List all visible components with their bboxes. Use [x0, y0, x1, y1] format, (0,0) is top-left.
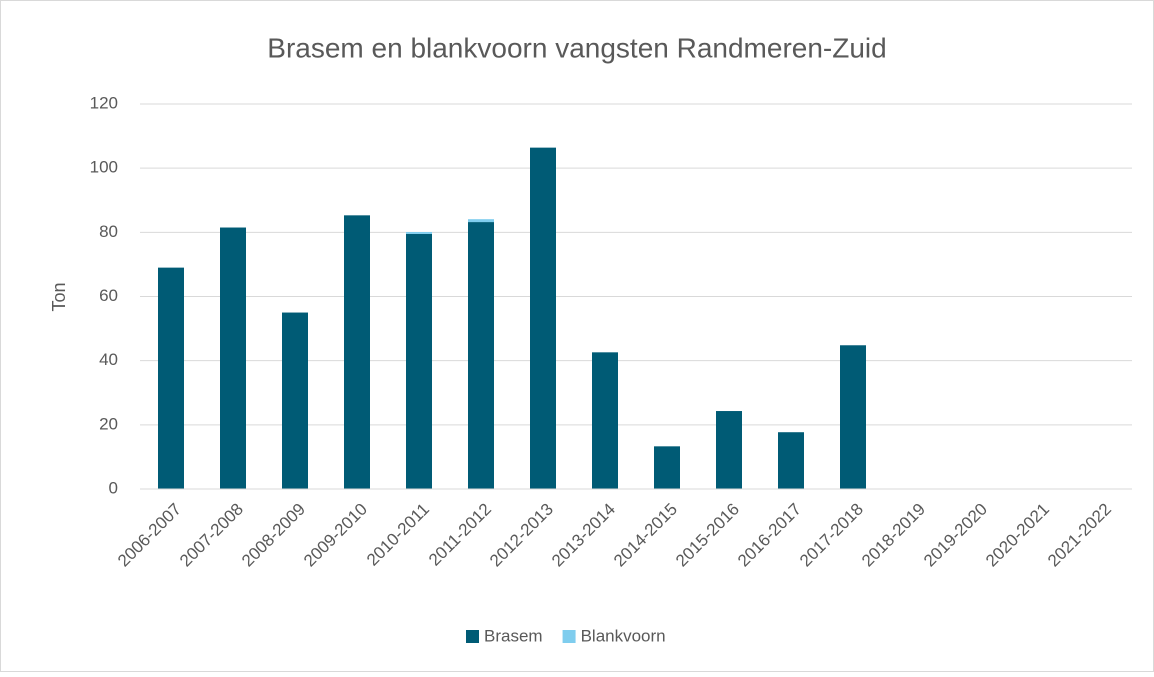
bar [530, 147, 556, 489]
y-tick-label: 20 [99, 414, 118, 433]
bar [406, 232, 432, 234]
bar [158, 267, 184, 489]
bar [716, 411, 742, 489]
bar [778, 432, 804, 489]
bar [468, 222, 494, 490]
bar [468, 219, 494, 223]
chart-title: Brasem en blankvoorn vangsten Randmeren-… [267, 32, 886, 63]
y-tick-label: 60 [99, 286, 118, 305]
legend-label: Brasem [484, 626, 543, 645]
y-tick-label: 40 [99, 350, 118, 369]
bar [840, 345, 866, 489]
bar [654, 446, 680, 489]
y-tick-label: 0 [109, 478, 118, 497]
y-tick-label: 100 [90, 158, 118, 177]
y-tick-label: 120 [90, 93, 118, 112]
legend-swatch [562, 630, 576, 643]
bar [282, 312, 308, 489]
bar [220, 227, 246, 490]
legend-swatch [466, 630, 479, 643]
legend-label: Blankvoorn [581, 626, 666, 645]
bar [592, 352, 618, 489]
y-axis-label: Ton [49, 282, 69, 311]
bar [406, 233, 432, 489]
y-tick-label: 80 [99, 222, 118, 241]
bar [344, 215, 370, 489]
